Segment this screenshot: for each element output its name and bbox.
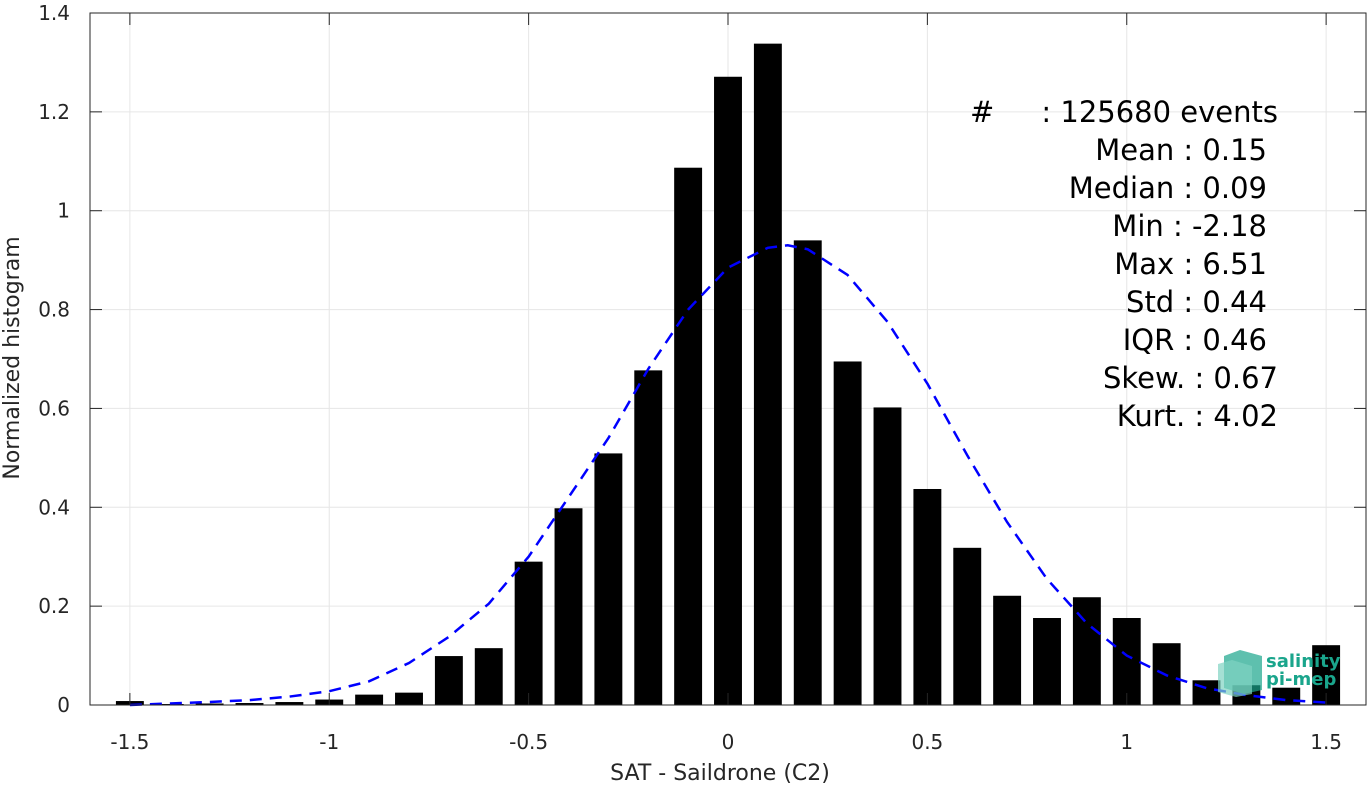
histogram-bar — [514, 561, 543, 705]
normal-fit-curve — [129, 244, 1327, 707]
x-axis-label: SAT - Saildrone (C2) — [610, 761, 830, 785]
histogram-bar — [913, 488, 942, 705]
stats-std: Std : 0.44 — [1126, 285, 1267, 319]
histogram-bar — [714, 76, 742, 705]
stats-median: Median : 0.09 — [1069, 171, 1267, 205]
bar-series — [115, 43, 1341, 706]
histogram-bar — [195, 703, 224, 705]
histogram-bar — [833, 361, 862, 705]
y-tick-label: 1 — [57, 199, 70, 223]
histogram-bar — [753, 43, 782, 706]
y-tick-labels: 0 0.2 0.4 0.6 0.8 1 1.2 1.4 — [38, 1, 70, 717]
stats-count-label: # — [970, 95, 994, 129]
x-tick-label: 1 — [1120, 730, 1133, 754]
y-tick-label: 0.2 — [38, 594, 70, 618]
histogram-bar — [434, 656, 463, 705]
histogram-bar — [793, 240, 822, 705]
histogram-bar — [1033, 618, 1061, 705]
stats-box: # : 125680 events Mean : 0.15 Median : 0… — [970, 95, 1278, 433]
stats-skew: Skew. : 0.67 — [1103, 361, 1278, 395]
y-tick-label: 0.4 — [38, 495, 70, 519]
histogram-bar — [1072, 597, 1101, 705]
histogram-bar — [395, 692, 423, 705]
y-tick-label: 0.6 — [38, 396, 70, 420]
stats-max: Max : 6.51 — [1114, 247, 1267, 281]
x-tick-labels: -1.5 -1 -0.5 0 0.5 1 1.5 — [110, 730, 1342, 754]
stats-iqr: IQR : 0.46 — [1123, 323, 1267, 357]
axis-ticks — [90, 12, 1366, 706]
histogram-bar — [953, 547, 982, 705]
stats-min: Min : -2.18 — [1112, 209, 1267, 243]
histogram-bar — [1272, 687, 1301, 705]
histogram-bar — [275, 702, 304, 705]
y-tick-label: 0.8 — [38, 298, 70, 322]
histogram-bar — [1112, 618, 1141, 705]
histogram-bar — [594, 453, 623, 705]
histogram-bar — [355, 694, 384, 705]
x-tick-label: -1.5 — [110, 730, 149, 754]
histogram-bar — [554, 508, 583, 705]
stats-count-value: : 125680 events — [1041, 95, 1278, 129]
logo-text-line2: pi-mep — [1266, 669, 1336, 690]
logo-mark-shadow-icon — [1218, 660, 1252, 697]
histogram-bar — [674, 167, 703, 705]
histogram-bar — [993, 595, 1022, 705]
fit-curve-layer — [129, 244, 1327, 707]
logo-text-line1: salinity — [1266, 651, 1341, 672]
histogram-bar — [873, 407, 902, 705]
histogram-bar — [235, 703, 264, 705]
stats-mean: Mean : 0.15 — [1095, 133, 1267, 167]
x-tick-label: 0 — [722, 730, 735, 754]
y-tick-label: 1.4 — [38, 1, 70, 25]
y-axis-label: Normalized histogram — [0, 236, 25, 479]
y-tick-label: 0 — [57, 693, 70, 717]
x-tick-label: -1 — [319, 730, 339, 754]
histogram-bar — [634, 370, 663, 705]
histogram-bar — [474, 648, 503, 705]
x-tick-label: -0.5 — [509, 730, 548, 754]
y-tick-label: 1.2 — [38, 100, 70, 124]
x-tick-label: 1.5 — [1310, 730, 1342, 754]
salinity-pimep-logo: salinity pi-mep — [1218, 650, 1341, 697]
stats-kurt: Kurt. : 4.02 — [1117, 399, 1278, 433]
x-tick-label: 0.5 — [911, 730, 943, 754]
